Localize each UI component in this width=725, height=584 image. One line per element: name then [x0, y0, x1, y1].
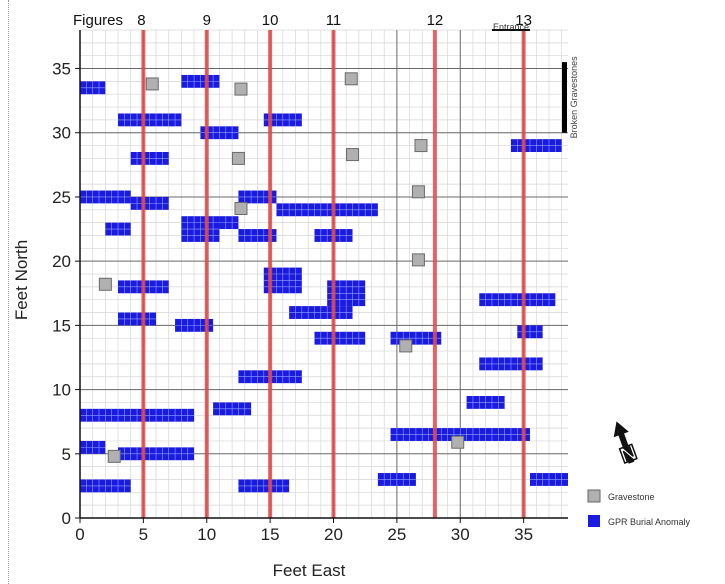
legend-label-gpr-anomaly: GPR Burial Anomaly	[608, 517, 691, 527]
gpr-anomaly	[130, 196, 169, 210]
figure-label-10: 10	[262, 12, 279, 29]
y-axis-label: Feet North	[12, 240, 31, 320]
gravestone-marker	[98, 277, 112, 291]
y-tick-label: 15	[52, 316, 71, 335]
gpr-anomaly	[213, 402, 252, 416]
x-tick-label: 5	[139, 525, 148, 544]
x-tick-label: 25	[387, 525, 406, 544]
entrance-label: Entrance	[493, 22, 529, 32]
legend-label-gravestone: Gravestone	[608, 492, 655, 502]
gpr-anomaly	[80, 81, 106, 95]
gravestone-marker	[414, 139, 428, 153]
gpr-anomaly	[219, 216, 239, 230]
gpr-anomaly	[276, 203, 378, 217]
gpr-anomaly	[517, 325, 543, 339]
y-tick-label: 25	[52, 188, 71, 207]
broken-gravestones-bar	[562, 62, 567, 133]
x-tick-label: 30	[451, 525, 470, 544]
gpr-anomaly	[238, 479, 290, 493]
gravestone-marker	[231, 151, 245, 165]
minor-grid	[79, 29, 568, 519]
gravestone-marker	[411, 185, 425, 199]
gpr-anomaly	[263, 113, 302, 127]
north-arrow-letter: N	[617, 439, 640, 468]
gpr-anomaly	[118, 447, 195, 461]
gpr-anomaly	[181, 216, 220, 242]
y-tick-label: 20	[52, 252, 71, 271]
left-border	[8, 0, 10, 584]
y-tick-label: 35	[52, 60, 71, 79]
gravestone-marker	[234, 82, 248, 96]
north-arrow-icon: N	[613, 421, 641, 469]
figure-labels: 8 9 10 11 12 13	[137, 12, 532, 29]
figure-label-8: 8	[137, 12, 145, 29]
gravestone-marker	[107, 449, 121, 463]
gravestone-marker	[346, 148, 360, 162]
y-tick-label: 0	[62, 509, 71, 528]
legend: Gravestone GPR Burial Anomaly	[587, 489, 691, 527]
gpr-anomaly	[118, 113, 182, 127]
tick-labels: 0 5 10 15 20 25 30 35 0 5 10 15 20 25 30 35	[52, 60, 533, 544]
gpr-anomaly	[289, 306, 353, 319]
gpr-anomaly	[118, 312, 157, 326]
broken-gravestones-label: Broken Gravestones	[569, 56, 579, 139]
gpr-anomaly	[80, 440, 106, 454]
x-tick-label: 10	[197, 525, 216, 544]
figure-lines	[141, 30, 526, 518]
gpr-anomaly	[130, 152, 169, 165]
gpr-anomaly	[479, 357, 543, 371]
figure-label-12: 12	[427, 12, 444, 29]
y-tick-label: 10	[52, 381, 71, 400]
gravestone-marker	[451, 435, 465, 449]
x-tick-label: 15	[261, 525, 280, 544]
gpr-anomaly	[479, 293, 556, 307]
figures-prefix: Figures	[73, 12, 123, 29]
y-tick-label: 5	[62, 445, 71, 464]
gpr-anomaly	[80, 190, 131, 204]
x-tick-label: 0	[75, 525, 84, 544]
x-axis-label: Feet East	[273, 561, 346, 580]
x-tick-label: 20	[324, 525, 343, 544]
gravestones	[98, 72, 465, 463]
figure-label-9: 9	[203, 12, 211, 29]
gpr-anomaly	[377, 473, 416, 486]
burial-anomalies	[80, 74, 568, 493]
gravestone-marker	[344, 72, 358, 86]
gpr-anomaly	[510, 139, 562, 152]
figure-label-13: 13	[515, 12, 532, 29]
north-arrow: N	[613, 421, 641, 469]
gravestone-marker	[411, 253, 425, 267]
legend-swatch-gravestone	[587, 489, 601, 503]
gpr-anomaly	[314, 331, 366, 345]
figure-label-11: 11	[326, 12, 342, 29]
gpr-anomaly	[105, 222, 131, 236]
legend-swatch-gpr-anomaly	[588, 515, 600, 527]
gpr-anomaly	[80, 479, 131, 493]
axes	[79, 30, 568, 519]
gravestone-marker	[234, 202, 248, 216]
gpr-anomaly	[466, 396, 505, 409]
gravestone-marker	[145, 77, 159, 91]
gpr-anomaly	[80, 408, 195, 422]
y-tick-label: 30	[52, 124, 71, 143]
gravestone-marker	[399, 339, 413, 353]
gpr-anomaly	[529, 473, 568, 486]
x-tick-label: 35	[514, 525, 533, 544]
gpr-anomaly	[181, 74, 220, 88]
